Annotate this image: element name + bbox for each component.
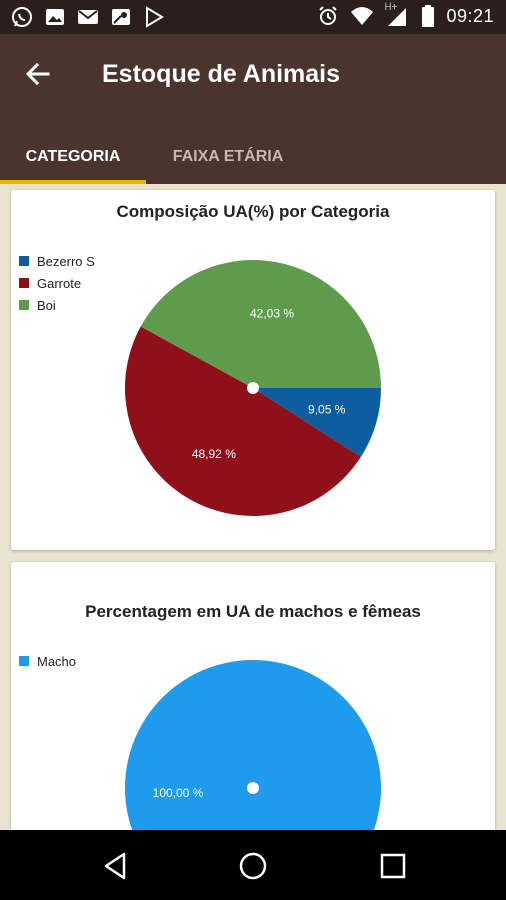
app-bar: Estoque de Animais CATEGORIA FAIXA ETÁRI… [0, 34, 506, 184]
legend-item: Boi [19, 294, 95, 316]
notification-icons [10, 5, 166, 29]
back-triangle-icon[interactable] [98, 849, 132, 883]
arrow-left-icon [25, 62, 50, 86]
network-type: H+ [384, 2, 398, 13]
mail-icon [78, 10, 98, 24]
legend-swatch [19, 300, 29, 310]
content-scroll[interactable]: Composição UA(%) por Categoria Bezerro S… [0, 184, 506, 830]
battery-icon [422, 5, 435, 27]
pie-slice-label: 48,92 % [192, 447, 236, 461]
legend-item: Macho [19, 650, 76, 672]
wifi-icon [351, 7, 374, 25]
tab-indicator [0, 180, 146, 184]
back-button[interactable] [22, 58, 62, 92]
navigation-bar [0, 830, 506, 900]
tab-faixa-etaria[interactable]: FAIXA ETÁRIA [172, 148, 284, 165]
tab-bar: CATEGORIA FAIXA ETÁRIA [0, 130, 506, 184]
pie-slice[interactable] [124, 326, 361, 517]
pie-slice-label: 42,03 % [250, 307, 294, 321]
pie-slice[interactable] [140, 260, 381, 388]
pie-chart[interactable]: 100,00 % [123, 658, 383, 830]
legend-label: Boi [37, 297, 56, 313]
legend-label: Bezerro S [37, 253, 95, 269]
tab-categoria[interactable]: CATEGORIA [25, 148, 121, 165]
legend-swatch [19, 278, 29, 288]
legend-item: Garrote [19, 272, 95, 294]
pie-slice-label: 100,00 % [153, 786, 204, 800]
pie-center-dot [247, 782, 259, 794]
legend-item: Bezerro S [19, 250, 95, 272]
page-title: Estoque de Animais [102, 60, 341, 88]
legend-swatch [19, 256, 29, 266]
pie-slice[interactable] [253, 388, 381, 457]
chart-card-categoria: Composição UA(%) por Categoria Bezerro S… [11, 190, 495, 550]
clock: 09:21 [446, 5, 494, 26]
pie-slice[interactable] [125, 660, 381, 830]
image-icon [46, 9, 64, 25]
alarm-icon [319, 6, 338, 25]
chart-title: Composição UA(%) por Categoria [116, 202, 390, 221]
system-icons: H+ 09:21 [316, 2, 494, 28]
pie-svg: 9,05 % 48,92 % 42,03 % [124, 260, 381, 517]
pie-center-dot [247, 382, 259, 394]
play-store-icon [146, 6, 164, 28]
chart-card-sexo: Percentagem em UA de machos e fêmeas Mac… [11, 562, 495, 830]
recents-square-icon[interactable] [376, 849, 410, 883]
signal-icon: H+ [384, 2, 410, 28]
status-bar: H+ 09:21 [0, 0, 506, 34]
home-circle-icon[interactable] [236, 849, 270, 883]
legend-swatch [19, 656, 29, 666]
pie-svg: 100,00 % [125, 660, 381, 830]
chart-legend: Macho [19, 650, 76, 672]
chart-title: Percentagem em UA de machos e fêmeas [85, 602, 421, 621]
legend-label: Garrote [37, 275, 82, 291]
chart-legend: Bezerro S Garrote Boi [19, 250, 95, 316]
legend-label: Macho [37, 653, 77, 669]
whatsapp-icon [12, 7, 32, 27]
maps-icon [112, 9, 130, 25]
pie-chart[interactable]: 9,05 % 48,92 % 42,03 % [123, 258, 383, 518]
pie-slice-label: 9,05 % [308, 403, 346, 417]
